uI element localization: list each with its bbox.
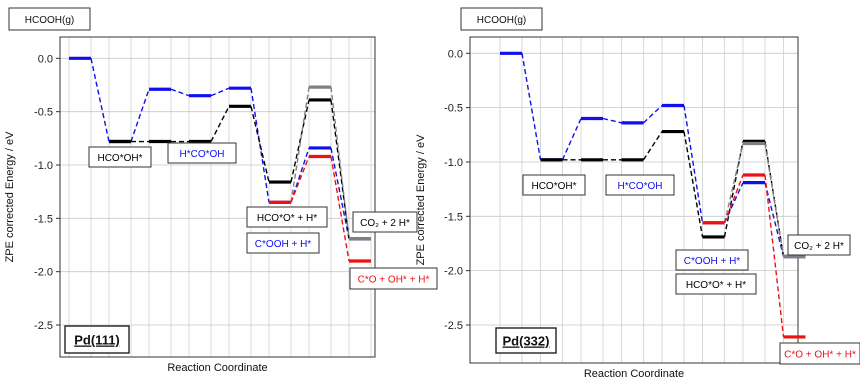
y-axis-label: ZPE corrected Energy / eV	[415, 134, 427, 265]
annotation-box	[246, 232, 320, 254]
plot-frame	[469, 36, 799, 364]
annotation-label: C*O + OH* + H*	[358, 275, 430, 286]
series-connector	[521, 53, 542, 160]
y-axis-label: ZPE corrected Energy / eV	[4, 131, 16, 262]
series-connector	[210, 87, 230, 97]
annotation-label: HCO*O* + H*	[686, 280, 746, 291]
annotation-label: CO₂ + 2 H*	[794, 241, 844, 252]
series-connector	[764, 143, 785, 257]
series-connector	[290, 156, 310, 203]
annotation-box	[88, 146, 152, 168]
annotation-label: C*O + OH* + H*	[784, 350, 856, 361]
annotation-box	[779, 342, 860, 365]
energy-panel-2: 0.0 -0.5 -1.0 -1.5 -2.0 -2.5 ZPE corrected Ene…	[415, 7, 860, 380]
species-label: HCOOH(g)	[477, 15, 526, 26]
series-connector	[330, 156, 350, 262]
y-tick-label: -2.0	[444, 266, 463, 278]
y-tick-label: -1.5	[34, 213, 53, 225]
series-connector	[723, 174, 744, 224]
y-tick-label: -1.0	[34, 160, 53, 172]
energy-panel-1: 0.0 -0.5 -1.0 -1.5 -2.0 -2.5 ZPE corrected Ene…	[4, 7, 438, 374]
series-connector	[210, 106, 230, 142]
annotation-label: H*CO*OH	[179, 149, 224, 160]
series-connector	[764, 174, 785, 337]
annotation-label: C*OOH + H*	[684, 256, 741, 267]
series-connector	[170, 88, 190, 97]
y-tick-label: -0.5	[444, 103, 463, 115]
panel-title-box	[495, 327, 557, 354]
series-connector	[723, 182, 744, 224]
series-connector	[683, 131, 704, 238]
series-connector	[602, 117, 622, 124]
annotation-label: HCO*O* + H*	[257, 213, 317, 224]
annotation-label: HCO*OH*	[531, 181, 576, 192]
panel-title: Pd(111)	[74, 333, 120, 348]
series-connector	[290, 99, 310, 183]
annotation-label: C*OOH + H*	[255, 239, 312, 250]
series-connector	[330, 87, 350, 239]
series-connector	[561, 118, 582, 161]
panel-title: Pd(332)	[503, 334, 550, 349]
species-box	[460, 7, 543, 31]
annotation-label: CO₂ + 2 H*	[360, 218, 410, 229]
y-tick-label: 0.0	[38, 53, 53, 65]
annotation-box	[787, 234, 851, 256]
y-tick-label: -2.5	[444, 320, 463, 332]
annotation-label: HCO*OH*	[97, 153, 142, 164]
series-connector	[250, 88, 270, 203]
annotation-box	[675, 273, 757, 295]
y-tick-label: -2.5	[34, 320, 53, 332]
annotation-box	[167, 142, 237, 164]
panel-title-box	[64, 325, 130, 354]
plot-frame	[59, 36, 376, 358]
series-connector	[130, 89, 150, 142]
y-tick-label: 0.0	[448, 48, 463, 60]
y-tick-label: -1.5	[444, 211, 463, 223]
y-tick-label: -0.5	[34, 107, 53, 119]
y-tick-label: -2.0	[34, 267, 53, 279]
annotation-box	[675, 249, 749, 271]
x-axis-label: Reaction Coordinate	[584, 368, 684, 380]
series-connector	[723, 143, 744, 223]
annotation-box	[522, 174, 586, 196]
series-connector	[683, 105, 704, 223]
annotation-box	[352, 211, 418, 233]
y-tick-label: -1.0	[444, 157, 463, 169]
species-label: HCOOH(g)	[25, 15, 74, 26]
series-connector	[642, 131, 663, 161]
annotation-box	[605, 174, 675, 196]
annotation-box	[349, 267, 438, 290]
series-connector	[764, 182, 785, 257]
series-connector	[643, 104, 663, 124]
series-connector	[290, 87, 310, 203]
series-connector	[250, 106, 270, 183]
series-connector	[90, 58, 110, 142]
x-axis-label: Reaction Coordinate	[167, 362, 267, 374]
species-box	[8, 7, 91, 31]
annotation-box	[246, 206, 328, 228]
annotation-label: H*CO*OH	[617, 181, 662, 192]
